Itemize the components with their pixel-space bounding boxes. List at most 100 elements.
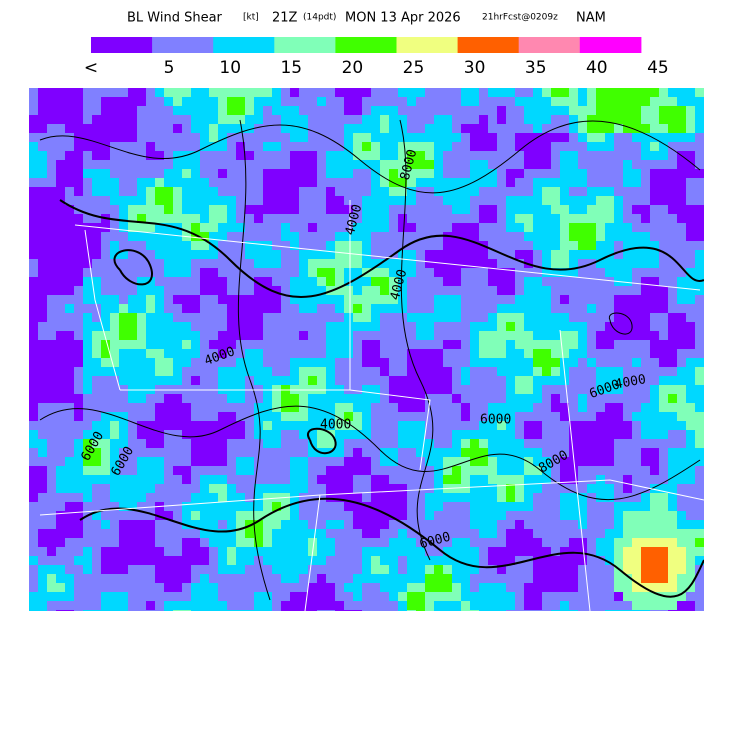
field-cell [326,187,335,196]
field-cell [308,205,317,214]
field-cell [173,241,182,250]
field-cell [551,583,560,592]
field-cell [596,205,605,214]
field-cell [362,250,371,259]
field-cell [659,214,668,223]
field-cell [659,358,668,367]
field-cell [614,106,623,115]
field-cell [479,610,488,611]
field-cell [470,133,479,142]
field-cell [164,457,173,466]
field-cell [524,349,533,358]
field-cell [38,88,47,97]
field-cell [425,88,434,97]
field-cell [542,439,551,448]
field-cell [614,493,623,502]
field-cell [551,241,560,250]
field-cell [632,115,641,124]
legend-swatch [274,37,336,53]
field-cell [533,484,542,493]
field-cell [29,223,38,232]
field-cell [164,250,173,259]
field-cell [632,592,641,601]
field-cell [380,223,389,232]
field-cell [659,574,668,583]
field-cell [434,376,443,385]
field-cell [344,151,353,160]
field-cell [632,142,641,151]
field-cell [317,592,326,601]
field-cell [146,412,155,421]
field-cell [506,169,515,178]
field-cell [506,160,515,169]
field-cell [668,106,677,115]
field-cell [47,394,56,403]
field-cell [515,394,524,403]
field-cell [587,214,596,223]
field-cell [146,178,155,187]
field-cell [434,295,443,304]
field-cell [389,484,398,493]
field-cell [479,205,488,214]
field-cell [542,187,551,196]
field-cell [173,394,182,403]
field-cell [290,304,299,313]
field-cell [407,196,416,205]
field-cell [29,187,38,196]
field-cell [398,232,407,241]
field-cell [191,160,200,169]
field-cell [137,286,146,295]
field-cell [236,601,245,610]
field-cell [461,403,470,412]
field-cell [641,358,650,367]
field-cell [173,124,182,133]
field-cell [605,574,614,583]
field-cell [29,178,38,187]
field-cell [632,331,641,340]
field-cell [317,160,326,169]
field-cell [74,610,83,611]
field-cell [236,403,245,412]
field-cell [695,106,704,115]
field-cell [56,142,65,151]
field-cell [65,403,74,412]
field-cell [128,367,137,376]
field-cell [470,583,479,592]
field-cell [533,196,542,205]
field-cell [317,331,326,340]
field-cell [29,556,38,565]
field-cell [317,394,326,403]
field-cell [479,457,488,466]
field-cell [623,574,632,583]
field-cell [371,133,380,142]
field-cell [686,466,695,475]
field-cell [299,169,308,178]
field-cell [479,340,488,349]
field-cell [128,214,137,223]
field-cell [434,277,443,286]
field-cell [461,88,470,97]
field-cell [47,439,56,448]
field-cell [317,493,326,502]
field-cell [83,484,92,493]
field-cell [659,187,668,196]
field-cell [371,250,380,259]
field-cell [551,376,560,385]
field-cell [533,385,542,394]
field-cell [344,232,353,241]
field-cell [614,520,623,529]
field-cell [641,457,650,466]
field-cell [686,205,695,214]
field-cell [137,178,146,187]
field-cell [47,565,56,574]
field-cell [146,268,155,277]
field-cell [146,565,155,574]
field-cell [470,322,479,331]
field-cell [182,556,191,565]
field-cell [155,340,164,349]
field-cell [542,529,551,538]
field-cell [47,178,56,187]
field-cell [173,484,182,493]
field-cell [128,106,137,115]
field-cell [623,421,632,430]
